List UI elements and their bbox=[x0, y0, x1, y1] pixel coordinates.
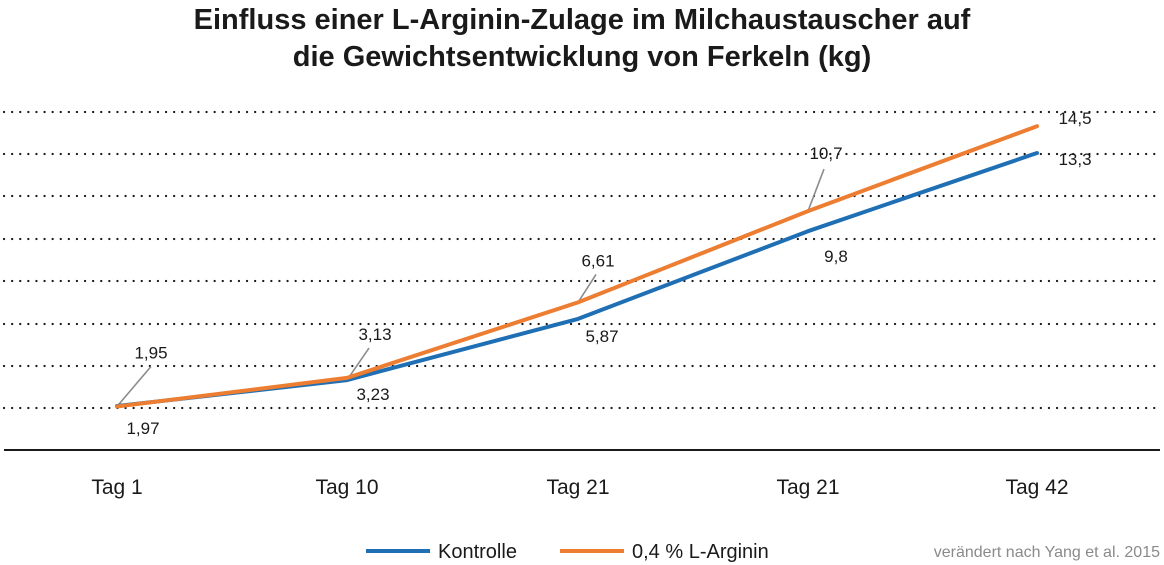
x-tick-label: Tag 21 bbox=[546, 476, 609, 499]
x-tick-label: Tag 21 bbox=[776, 476, 839, 499]
x-tick-labels: Tag 1 Tag 10 Tag 21 Tag 21 Tag 42 bbox=[91, 476, 1068, 499]
data-labels: 1,97 3,13 5,87 9,8 13,3 1,95 3,23 6,61 10,7 14,5 bbox=[126, 109, 1091, 438]
data-label: 10,7 bbox=[809, 144, 842, 163]
data-label: 1,95 bbox=[134, 343, 167, 362]
data-label: 1,97 bbox=[126, 419, 159, 438]
data-label: 5,87 bbox=[585, 327, 618, 346]
data-label: 14,5 bbox=[1058, 109, 1091, 128]
series-lines bbox=[115, 124, 1039, 409]
data-label: 3,13 bbox=[358, 325, 391, 344]
x-tick-label: Tag 10 bbox=[315, 476, 378, 499]
label-leader-line bbox=[577, 273, 597, 303]
legend-label: Kontrolle bbox=[438, 541, 517, 563]
data-label: 6,61 bbox=[581, 251, 614, 270]
legend-label: 0,4 % L-Arginin bbox=[632, 541, 769, 563]
x-tick-label: Tag 1 bbox=[91, 476, 142, 499]
chart-title-line-2: die Gewichtsentwicklung von Ferkeln (kg) bbox=[292, 41, 872, 73]
chart-title: Einfluss einer L-Arginin-Zulage im Milch… bbox=[0, 2, 1164, 76]
data-label: 3,23 bbox=[356, 385, 389, 404]
label-leader-lines bbox=[116, 168, 825, 407]
label-leader-line bbox=[807, 168, 825, 212]
data-label: 9,8 bbox=[824, 247, 848, 266]
legend: Kontrolle 0,4 % L-Arginin bbox=[366, 541, 769, 563]
data-label: 13,3 bbox=[1058, 150, 1091, 169]
label-leader-line bbox=[116, 365, 152, 407]
x-tick-label: Tag 42 bbox=[1005, 476, 1068, 499]
series-line-kontrolle bbox=[115, 151, 1039, 408]
chart-title-line-1: Einfluss einer L-Arginin-Zulage im Milch… bbox=[193, 4, 971, 36]
source-note: verändert nach Yang et al. 2015 bbox=[934, 544, 1160, 561]
series-line-l-arginin bbox=[115, 124, 1039, 409]
